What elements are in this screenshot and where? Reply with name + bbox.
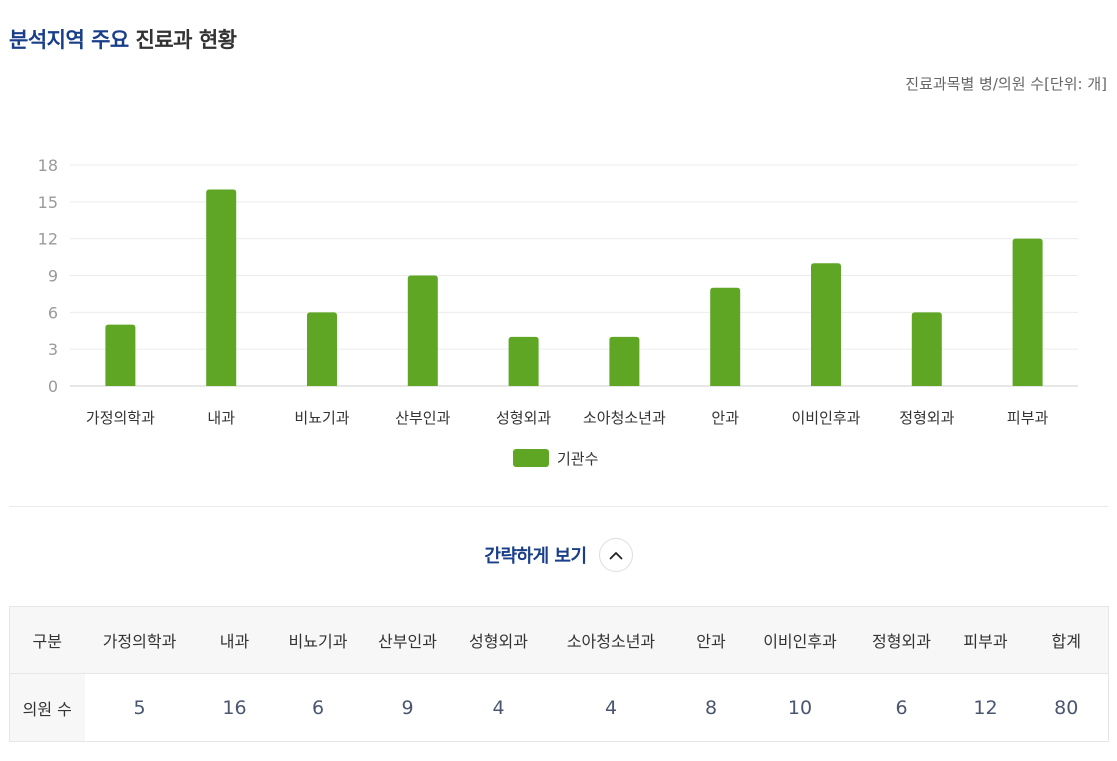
table-header-cell: 성형외과: [453, 606, 544, 674]
page-title-rest: 진료과 현황: [135, 28, 237, 52]
collapse-toggle-button[interactable]: [598, 538, 633, 572]
table-header-cell: 가정의학과: [84, 606, 195, 674]
x-tick-label: 산부인과: [395, 409, 450, 427]
bar: [105, 324, 136, 386]
bar: [1012, 238, 1043, 386]
bar: [710, 287, 741, 386]
table-header-cell: 내과: [194, 606, 275, 674]
table-cell: 80: [1054, 696, 1079, 719]
bar: [407, 275, 438, 386]
x-tick-label: 성형외과: [496, 409, 551, 427]
unit-note: 진료과목별 병/의원 수[단위: 개]: [905, 75, 1107, 93]
chevron-up-icon: [609, 551, 622, 559]
y-tick-label: 12: [38, 230, 58, 249]
table-corner-cell: 구분: [9, 606, 85, 674]
table-cell: 5: [133, 696, 146, 719]
x-tick-label: 안과: [711, 409, 739, 427]
table-cell: 9: [401, 696, 414, 719]
section-divider: [9, 506, 1108, 507]
x-tick-label: 내과: [207, 409, 235, 427]
table-header-cell: 피부과: [946, 606, 1025, 674]
collapse-toggle[interactable]: 간략하게 보기: [0, 538, 1117, 572]
x-tick-label: 정형외과: [899, 409, 954, 427]
table-header-cell: 비뇨기과: [274, 606, 362, 674]
y-tick-label: 3: [48, 340, 58, 359]
table-row-label: 의원 수: [9, 673, 85, 742]
x-tick-label: 이비인후과: [791, 409, 860, 427]
table-cell: 12: [973, 696, 998, 719]
table-cell: 4: [604, 696, 618, 719]
table-header-cell: 정형외과: [856, 606, 947, 674]
table-header-cell: 합계: [1024, 606, 1109, 674]
table-cell: 16: [222, 696, 247, 719]
collapse-toggle-label: 간략하게 보기: [484, 546, 587, 567]
table-cell: 8: [704, 696, 718, 719]
table-row: 의원 수 5 16 6 9 4 4 8 10 6 12 80: [9, 673, 1109, 742]
table-header-row: 구분 가정의학과 내과 비뇨기과 산부인과 성형외과 소아청소년과 안과 이비인…: [9, 606, 1109, 674]
table-cell: 4: [492, 696, 505, 719]
table-cell: 6: [311, 696, 325, 719]
table-cell: 10: [787, 696, 813, 719]
bar: [206, 189, 237, 386]
y-tick-label: 15: [38, 193, 58, 212]
table-cell: 6: [895, 696, 908, 719]
page-title: 분석지역 주요 진료과 현황: [9, 24, 237, 54]
x-tick-label: 소아청소년과: [583, 409, 666, 427]
table-header-cell: 소아청소년과: [543, 606, 679, 674]
bar: [307, 312, 337, 386]
legend-swatch: [513, 449, 549, 467]
bar: [508, 336, 539, 386]
y-tick-label: 0: [48, 377, 58, 396]
x-tick-label: 비뇨기과: [294, 409, 349, 427]
bar: [811, 263, 841, 386]
x-tick-label: 피부과: [1007, 409, 1049, 427]
legend-label: 기관수: [557, 450, 598, 468]
table-header-cell: 이비인후과: [743, 606, 857, 674]
data-table: 구분 가정의학과 내과 비뇨기과 산부인과 성형외과 소아청소년과 안과 이비인…: [9, 606, 1109, 742]
page-title-accent: 분석지역 주요: [9, 28, 129, 52]
table-header-cell: 안과: [678, 606, 744, 674]
bar: [911, 312, 942, 386]
y-tick-label: 18: [38, 156, 58, 175]
y-tick-label: 6: [48, 303, 58, 322]
x-tick-label: 가정의학과: [86, 409, 155, 427]
y-tick-label: 9: [48, 267, 58, 286]
bar: [609, 336, 640, 386]
table-header-cell: 산부인과: [361, 606, 454, 674]
bar-chart: 0 3 6 9 12 15 18 가정의학과 내과 비뇨기과 산부인과 성형외과 소아청소년과 안과 이비인…: [38, 156, 1078, 468]
